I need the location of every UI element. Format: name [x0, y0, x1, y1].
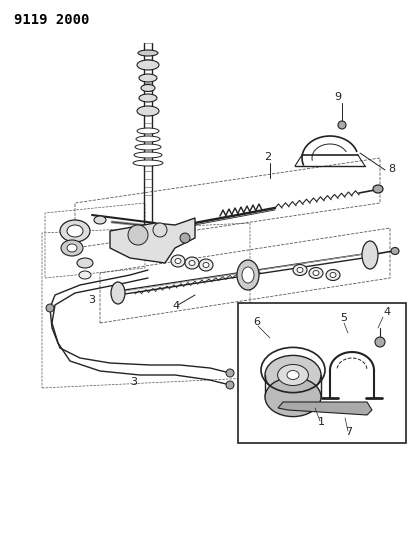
Ellipse shape [362, 241, 378, 269]
Circle shape [128, 225, 148, 245]
Circle shape [153, 223, 167, 237]
Ellipse shape [189, 261, 195, 265]
Ellipse shape [287, 370, 299, 379]
Ellipse shape [297, 268, 303, 272]
Ellipse shape [277, 365, 308, 385]
Ellipse shape [373, 185, 383, 193]
Circle shape [226, 381, 234, 389]
Ellipse shape [185, 257, 199, 269]
Ellipse shape [237, 260, 259, 290]
Ellipse shape [94, 216, 106, 224]
Circle shape [375, 337, 385, 347]
Text: 6: 6 [253, 317, 260, 327]
Ellipse shape [242, 267, 254, 283]
Ellipse shape [133, 160, 163, 166]
Circle shape [46, 304, 54, 312]
Text: 9: 9 [335, 92, 342, 102]
Ellipse shape [61, 240, 83, 256]
Ellipse shape [67, 244, 77, 252]
Ellipse shape [391, 247, 399, 254]
Ellipse shape [137, 106, 159, 116]
Ellipse shape [138, 50, 158, 56]
Ellipse shape [134, 152, 162, 158]
Ellipse shape [293, 264, 307, 276]
Circle shape [226, 369, 234, 377]
Ellipse shape [265, 377, 321, 417]
Ellipse shape [313, 271, 319, 276]
Ellipse shape [175, 259, 181, 263]
Ellipse shape [139, 74, 157, 82]
Polygon shape [110, 218, 195, 263]
Ellipse shape [67, 225, 83, 237]
Ellipse shape [137, 128, 159, 134]
FancyBboxPatch shape [238, 303, 406, 443]
Ellipse shape [79, 271, 91, 279]
Ellipse shape [326, 270, 340, 280]
Ellipse shape [330, 272, 336, 278]
Text: 1: 1 [318, 417, 325, 427]
Ellipse shape [137, 60, 159, 70]
Ellipse shape [141, 85, 155, 92]
Ellipse shape [309, 268, 323, 279]
Text: 4: 4 [383, 307, 390, 317]
Ellipse shape [111, 282, 125, 304]
Circle shape [180, 233, 190, 243]
Text: 8: 8 [388, 164, 395, 174]
Ellipse shape [265, 356, 321, 394]
Text: 7: 7 [345, 427, 352, 437]
Circle shape [338, 121, 346, 129]
Text: 9119 2000: 9119 2000 [14, 13, 89, 27]
Ellipse shape [77, 258, 93, 268]
Ellipse shape [135, 144, 161, 150]
Polygon shape [278, 402, 372, 415]
Ellipse shape [171, 255, 185, 267]
Text: 5: 5 [340, 313, 347, 323]
Ellipse shape [139, 94, 157, 102]
Ellipse shape [60, 220, 90, 242]
Ellipse shape [203, 262, 209, 268]
Text: 3: 3 [130, 377, 137, 387]
Ellipse shape [136, 136, 160, 142]
Text: 2: 2 [264, 152, 272, 162]
Text: 3: 3 [88, 295, 95, 305]
Text: 4: 4 [173, 301, 180, 311]
Ellipse shape [199, 259, 213, 271]
